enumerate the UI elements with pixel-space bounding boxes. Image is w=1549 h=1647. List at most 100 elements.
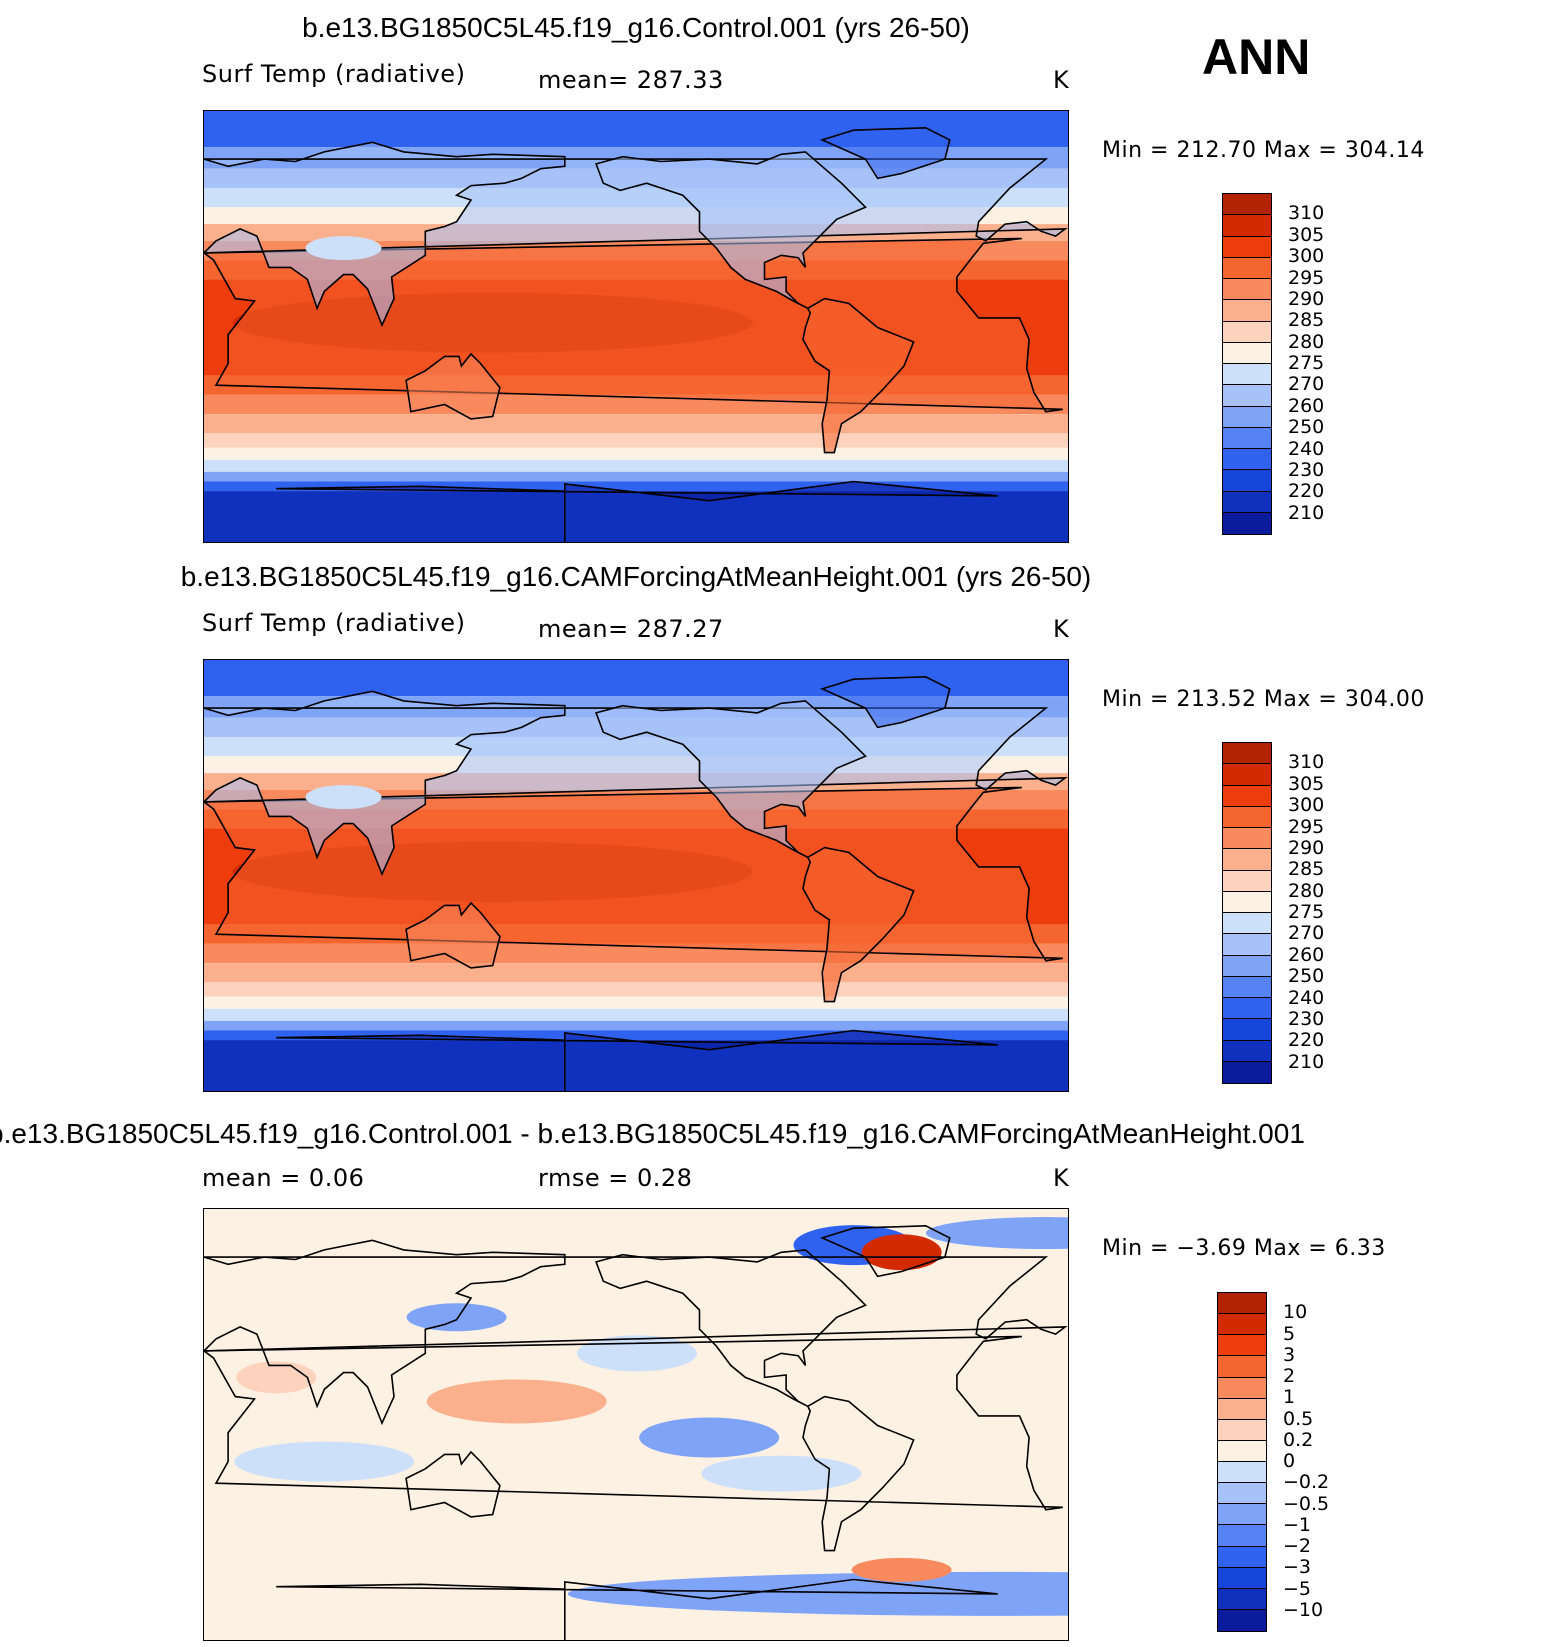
panel3-map bbox=[203, 1208, 1069, 1641]
anomaly-region bbox=[234, 1441, 415, 1482]
colorbar-box bbox=[1223, 257, 1271, 279]
colorbar-box bbox=[1218, 1356, 1266, 1378]
temperature-band bbox=[204, 1020, 1068, 1031]
colorbar-box bbox=[1218, 1419, 1266, 1441]
continent-africa bbox=[204, 1335, 1063, 1511]
colorbar-box bbox=[1223, 891, 1271, 913]
temperature-band bbox=[204, 447, 1068, 460]
colorbar-label: −2 bbox=[1283, 1535, 1312, 1557]
colorbar-box bbox=[1223, 364, 1271, 386]
panel1-mean-label: mean= 287.33 bbox=[538, 66, 724, 94]
continent-antarctica bbox=[276, 480, 998, 542]
continent-australia bbox=[405, 1450, 501, 1518]
temperature-band bbox=[204, 1030, 1068, 1041]
colorbar-box bbox=[1223, 913, 1271, 935]
panel3-units: K bbox=[1053, 1164, 1070, 1192]
colorbar-box bbox=[1223, 828, 1271, 850]
colorbar-label: −1 bbox=[1283, 1513, 1312, 1536]
colorbar-box bbox=[1218, 1609, 1266, 1631]
temperature-band bbox=[204, 1040, 1068, 1091]
colorbar-box bbox=[1223, 806, 1271, 828]
colorbar-label: 2 bbox=[1283, 1365, 1296, 1387]
temperature-band bbox=[204, 982, 1068, 997]
panel2-map bbox=[203, 659, 1069, 1092]
continent-greenland bbox=[819, 1224, 951, 1278]
colorbar-box bbox=[1218, 1546, 1266, 1568]
continent-greenland bbox=[819, 675, 951, 729]
continent-greenland bbox=[819, 126, 951, 180]
colorbar-box bbox=[1223, 1061, 1271, 1083]
colorbar-label: 5 bbox=[1283, 1322, 1296, 1345]
colorbar-box bbox=[1218, 1314, 1266, 1336]
colorbar-label: 220 bbox=[1288, 480, 1325, 503]
colorbar-box bbox=[1223, 300, 1271, 322]
continent-samerica bbox=[802, 846, 915, 1003]
colorbar-box bbox=[1218, 1335, 1266, 1357]
colorbar-box bbox=[1218, 1440, 1266, 1462]
colorbar-box bbox=[1223, 743, 1271, 765]
colorbar-box bbox=[1223, 385, 1271, 407]
temperature-band bbox=[204, 481, 1068, 492]
colorbar-label: 270 bbox=[1288, 373, 1325, 396]
colorbar-box bbox=[1223, 321, 1271, 343]
colorbar-label: 1 bbox=[1283, 1386, 1296, 1409]
colorbar-box bbox=[1223, 512, 1271, 534]
anomaly-region bbox=[567, 1571, 1068, 1616]
colorbar-label: 285 bbox=[1288, 858, 1325, 881]
panel3-colorbar bbox=[1217, 1292, 1267, 1632]
colorbar-label: 0 bbox=[1283, 1450, 1296, 1472]
colorbar-box bbox=[1223, 194, 1271, 216]
temperature-band bbox=[204, 459, 1068, 472]
colorbar-label: 310 bbox=[1288, 202, 1325, 225]
anomaly-region bbox=[639, 1417, 780, 1458]
colorbar-label: 210 bbox=[1288, 1050, 1325, 1073]
colorbar-label: 10 bbox=[1283, 1301, 1308, 1324]
temperature-band bbox=[204, 1008, 1068, 1021]
continent-antarctica bbox=[276, 1029, 998, 1091]
colorbar-box bbox=[1223, 1040, 1271, 1062]
panel1-units: K bbox=[1053, 66, 1070, 94]
colorbar-label: 250 bbox=[1288, 965, 1325, 988]
colorbar-label: −3 bbox=[1283, 1556, 1312, 1579]
colorbar-label: 230 bbox=[1288, 1007, 1325, 1030]
panel2-colorbar bbox=[1222, 742, 1272, 1084]
colorbar-label: 285 bbox=[1288, 309, 1325, 332]
tibetan-plateau bbox=[305, 785, 382, 810]
colorbar-label: 210 bbox=[1288, 501, 1325, 524]
colorbar-box bbox=[1218, 1462, 1266, 1484]
colorbar-box bbox=[1223, 934, 1271, 956]
anomaly-region bbox=[925, 1217, 1068, 1250]
continent-antarctica bbox=[276, 1578, 998, 1640]
panel1-title: b.e13.BG1850C5L45.f19_g16.Control.001 (y… bbox=[302, 12, 970, 43]
panel3-rmse-label: rmse = 0.28 bbox=[538, 1164, 693, 1192]
colorbar-label: 270 bbox=[1288, 922, 1325, 945]
colorbar-label: 280 bbox=[1288, 330, 1325, 353]
colorbar-box bbox=[1218, 1483, 1266, 1505]
panel1-variable-label: Surf Temp (radiative) bbox=[202, 60, 466, 88]
colorbar-label: 290 bbox=[1288, 287, 1325, 310]
temperature-band bbox=[204, 471, 1068, 482]
colorbar-box bbox=[1218, 1293, 1266, 1315]
tibetan-plateau bbox=[305, 236, 382, 261]
continent-eurasia bbox=[204, 1239, 1068, 1426]
colorbar-label: 275 bbox=[1288, 901, 1325, 923]
continent-namerica bbox=[595, 151, 867, 310]
colorbar-box bbox=[1223, 279, 1271, 301]
colorbar-label: 300 bbox=[1288, 794, 1325, 817]
colorbar-box bbox=[1223, 449, 1271, 471]
colorbar-box bbox=[1223, 976, 1271, 998]
colorbar-label: 230 bbox=[1288, 458, 1325, 481]
colorbar-box bbox=[1223, 764, 1271, 786]
colorbar-box bbox=[1218, 1525, 1266, 1547]
colorbar-label: −5 bbox=[1283, 1577, 1312, 1600]
temperature-band bbox=[204, 414, 1068, 434]
temperature-band bbox=[204, 996, 1068, 1009]
colorbar-box bbox=[1218, 1377, 1266, 1399]
colorbar-label: 3 bbox=[1283, 1343, 1296, 1366]
colorbar-box bbox=[1223, 955, 1271, 977]
continent-eurasia bbox=[204, 141, 1068, 328]
panel2-minmax: Min = 213.52 Max = 304.00 bbox=[1102, 687, 1425, 712]
panel2-mean-label: mean= 287.27 bbox=[538, 615, 724, 643]
colorbar-box bbox=[1223, 470, 1271, 492]
continent-samerica bbox=[802, 297, 915, 454]
